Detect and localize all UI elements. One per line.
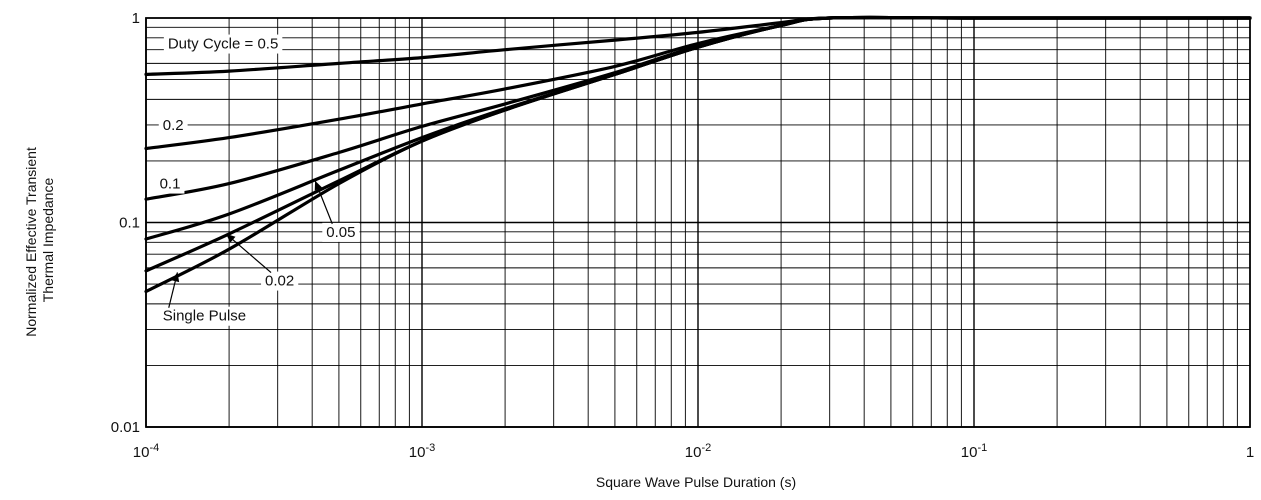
x-tick-label-4: 1: [1246, 444, 1254, 461]
series-label-5: Single Pulse: [163, 308, 246, 325]
series-label-3: 0.05: [326, 224, 355, 241]
label-arrow-shaft: [225, 233, 272, 274]
series-label-4: 0.02: [265, 273, 294, 290]
x-tick-label-1: 10-3: [409, 442, 435, 461]
series-label-background: [155, 174, 185, 194]
series-label-background: [163, 34, 283, 54]
series-line-5: [144, 15, 1252, 294]
series-lines: [144, 15, 1252, 294]
y-axis-title: Normalized Effective Transient Thermal I…: [23, 143, 56, 337]
x-tick-label-3: 10-1: [961, 442, 987, 461]
label-arrow-head: [314, 180, 323, 191]
series-label-2: 0.1: [160, 176, 181, 193]
series-label-background: [322, 222, 360, 242]
series-label-1: 0.2: [163, 117, 184, 134]
series-label-background: [261, 271, 299, 291]
plot-frame: [145, 17, 1251, 428]
series-labels: Duty Cycle = 0.5 0.2 0.1 0.05 0.02 Single Pul…: [155, 34, 360, 326]
y-axis-title-line-1: Normalized Effective Transient: [23, 147, 39, 337]
y-axis-title-line-2: Thermal Impedance: [40, 178, 56, 303]
y-tick-label-2: 1: [132, 10, 140, 27]
y-tick-label-0: 0.01: [111, 419, 140, 436]
label-arrow-head: [226, 233, 236, 243]
series-label-background: [158, 115, 188, 135]
x-tick-label-0: 10-4: [133, 442, 159, 461]
series-label-0: Duty Cycle = 0.5: [168, 36, 278, 53]
series-label-background: [158, 306, 251, 326]
x-axis-title: Square Wave Pulse Duration (s): [596, 474, 796, 490]
x-tick-label-2: 10-2: [685, 442, 711, 461]
label-arrow-head: [171, 272, 180, 283]
y-tick-label-1: 0.1: [119, 215, 140, 232]
grid: [145, 17, 1251, 428]
tick-labels: 10-4 10-3 10-2 10-1 1 0.01 0.1 1: [111, 10, 1254, 461]
